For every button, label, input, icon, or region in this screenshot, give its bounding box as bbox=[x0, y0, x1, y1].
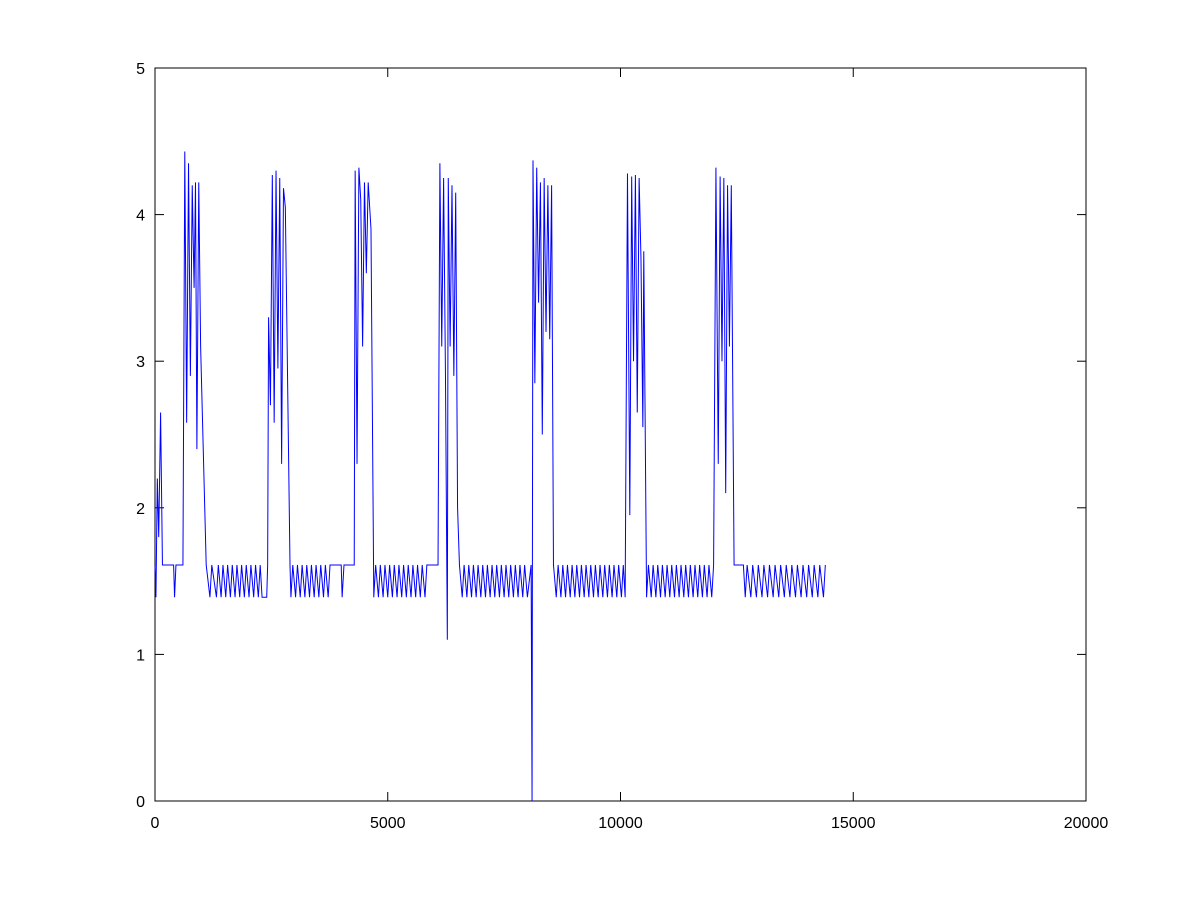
y-tick-label: 0 bbox=[136, 794, 145, 811]
x-tick-label: 0 bbox=[151, 815, 160, 832]
x-tick-label: 15000 bbox=[831, 815, 876, 832]
y-tick-label: 3 bbox=[136, 354, 145, 371]
x-tick-label: 20000 bbox=[1064, 815, 1109, 832]
y-tick-label: 4 bbox=[136, 208, 145, 225]
x-tick-label: 5000 bbox=[370, 815, 406, 832]
x-tick-label: 10000 bbox=[598, 815, 643, 832]
plot-frame bbox=[154, 67, 1087, 802]
y-tick-label: 1 bbox=[136, 647, 145, 664]
y-tick-label: 2 bbox=[136, 501, 145, 518]
data-line bbox=[154, 151, 826, 802]
y-tick-label: 5 bbox=[136, 61, 145, 78]
